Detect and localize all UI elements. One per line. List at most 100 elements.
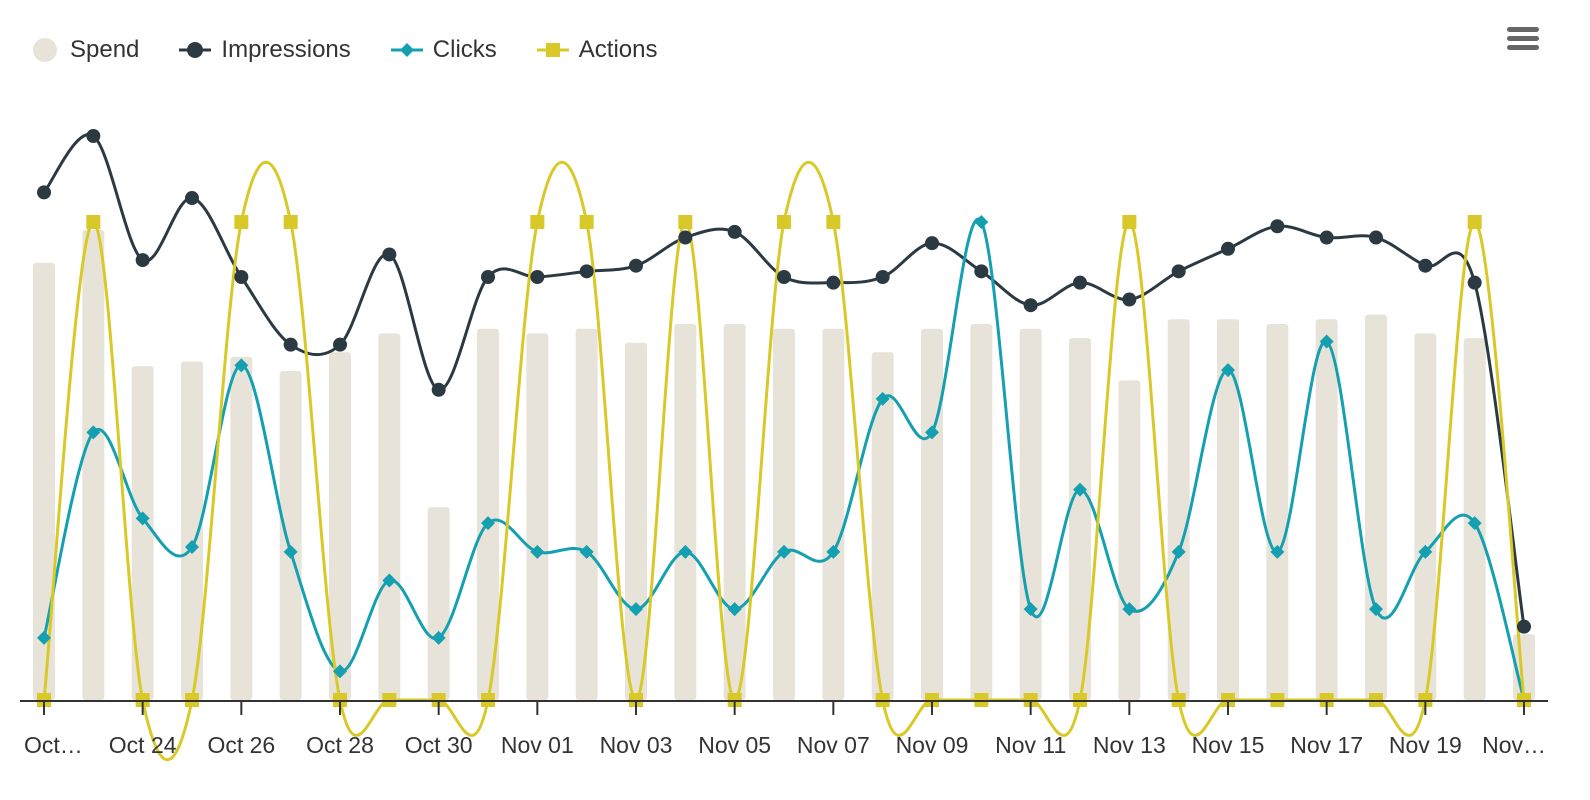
legend-label-clicks: Clicks (432, 36, 497, 63)
clicks-point (579, 544, 594, 559)
circle-icon (33, 38, 57, 62)
x-tick-label: Nov 03 (600, 732, 673, 758)
clicks-point (431, 630, 446, 645)
impressions-line (42, 133, 1526, 627)
legend-item-spend[interactable]: Spend (30, 35, 139, 65)
x-tick-label: Nov 07 (797, 732, 870, 758)
impressions-point (1221, 241, 1235, 256)
impressions-point (1418, 258, 1433, 273)
impressions-point (826, 275, 841, 290)
spend-bar (773, 328, 795, 700)
impressions-point (1023, 298, 1038, 313)
spend-bar (1019, 328, 1042, 700)
clicks-point (875, 391, 890, 406)
x-tick-label: Nov 11 (995, 732, 1066, 758)
clicks-point (1418, 544, 1433, 559)
spend-bar (723, 324, 746, 700)
legend: Spend Impressions Clicks Actions (30, 28, 697, 72)
legend-label-impressions: Impressions (221, 36, 351, 63)
x-tick-label: Nov 13 (1093, 732, 1166, 758)
spend-bar (921, 328, 943, 700)
spend-bar (378, 333, 401, 700)
impressions-point (234, 270, 249, 284)
impressions-point (1467, 275, 1482, 290)
impressions-point (974, 264, 989, 279)
line-circle-icon (179, 42, 212, 58)
x-tick-label: Oct 28 (306, 732, 374, 758)
clicks-point (727, 602, 742, 617)
legend-item-clicks[interactable]: Clicks (390, 35, 497, 65)
clicks-point (1073, 482, 1087, 497)
spend-bar (181, 361, 203, 700)
actions-point (678, 215, 693, 229)
clicks-point (283, 544, 298, 559)
clicks-point (925, 425, 939, 440)
impressions-point (925, 236, 939, 251)
impressions-point (86, 129, 101, 143)
clicks-point (1122, 602, 1137, 617)
actions-point (234, 215, 249, 229)
clicks-point (333, 664, 347, 679)
line-square-icon (536, 43, 569, 57)
spend-bar (1118, 380, 1141, 700)
clicks-point (135, 511, 150, 526)
spend-bar (625, 342, 647, 700)
clicks-point (1023, 602, 1038, 617)
actions-point (826, 215, 841, 229)
spend-bars (33, 230, 1535, 700)
impressions-point (1369, 230, 1383, 245)
actions-point (283, 215, 298, 229)
spend-bar (477, 328, 499, 700)
x-tick-label: Nov 01 (501, 732, 574, 758)
clicks-point (826, 544, 841, 559)
actions-point (777, 215, 791, 229)
x-tick-label: Oct 30 (405, 732, 473, 758)
actions-point (1122, 215, 1137, 229)
spend-bar (230, 356, 253, 700)
impressions-point (333, 337, 347, 352)
spend-bar (1217, 319, 1239, 700)
impressions-point (382, 247, 397, 262)
spend-bar (1365, 314, 1387, 700)
legend-item-actions[interactable]: Actions (536, 35, 658, 65)
impressions-point (678, 230, 693, 245)
x-tick-label: Nov 05 (698, 732, 771, 758)
clicks-point (86, 425, 101, 440)
spend-bar (427, 507, 450, 700)
impressions-point (579, 264, 594, 279)
hamburger-menu-icon[interactable] (1500, 20, 1544, 60)
impressions-point (629, 258, 643, 273)
x-tick-label: Oct 24 (109, 732, 177, 758)
legend-label-actions: Actions (578, 36, 658, 63)
clicks-point (234, 358, 249, 373)
x-tick-label: Nov 17 (1290, 732, 1363, 758)
clicks-point (629, 602, 643, 617)
spend-bar (1414, 333, 1437, 700)
spend-bar (33, 262, 55, 700)
spend-bar (1069, 338, 1091, 700)
clicks-point (1467, 516, 1482, 531)
actions-point (530, 215, 545, 229)
impressions-point (1517, 619, 1531, 634)
actions-point (579, 215, 594, 229)
impressions-point (37, 185, 51, 200)
x-axis-ticks: Oct… Oct 24 Oct 26 Oct 28 Oct 30 Nov 01 Nov 03… (24, 701, 1546, 758)
spend-bar (82, 230, 105, 700)
spend-bar (329, 352, 351, 700)
impressions-point (283, 337, 298, 352)
spend-bar (131, 366, 154, 700)
legend-label-spend: Spend (70, 36, 140, 63)
x-tick-label: Nov 15 (1192, 732, 1265, 758)
spend-bar (674, 324, 697, 700)
clicks-point (530, 544, 545, 559)
impressions-point (1171, 264, 1186, 279)
clicks-point (678, 544, 693, 559)
impressions-point (1319, 230, 1334, 245)
impressions-point (1073, 275, 1087, 290)
legend-item-impressions[interactable]: Impressions (179, 35, 351, 65)
spend-bar (1167, 319, 1190, 700)
impressions-point (875, 270, 890, 284)
clicks-point (974, 215, 989, 229)
impressions-point (431, 382, 446, 397)
